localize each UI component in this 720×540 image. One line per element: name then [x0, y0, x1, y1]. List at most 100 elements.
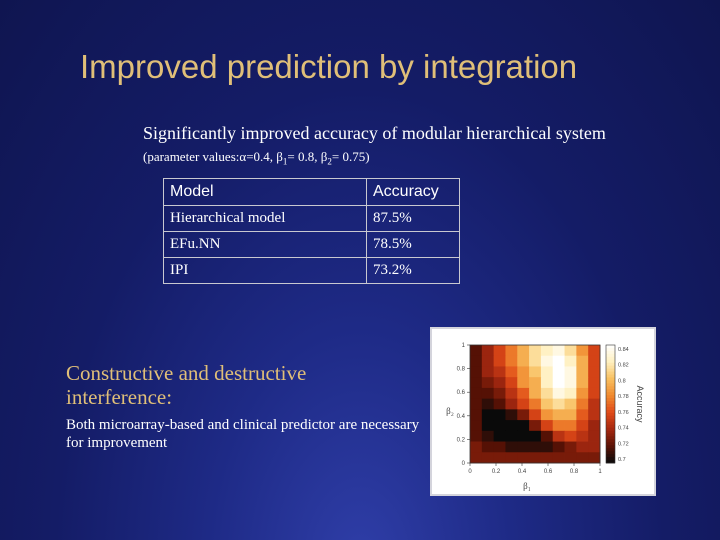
header-model: Model [163, 178, 367, 206]
heatmap-cell [552, 355, 565, 367]
heatmap-cell [529, 441, 542, 453]
heatmap-cell [588, 420, 601, 432]
heatmap-cell [552, 420, 565, 432]
heatmap-cell [564, 387, 577, 400]
heatmap-cell [576, 387, 589, 400]
colorbar-segment [606, 427, 615, 431]
heatmap-cell [481, 355, 495, 367]
heatmap-cell [540, 377, 554, 389]
heatmap-cell [493, 420, 506, 432]
table-row: IPI 73.2% [163, 257, 460, 284]
heatmap-cell [588, 355, 601, 367]
colorbar-segment [606, 398, 615, 402]
heatmap-cell [564, 355, 577, 367]
heatmap-cell [564, 377, 577, 389]
heatmap-cell [505, 452, 518, 464]
heatmap-cell [552, 366, 565, 378]
heatmap-cell [564, 345, 577, 357]
x-tick-label: 0.2 [492, 469, 501, 475]
x-tick-label: 0.4 [518, 469, 527, 475]
heatmap-cell [529, 430, 542, 442]
colorbar-frame [605, 344, 616, 464]
heatmap-cell [552, 387, 565, 400]
heatmap-cell [481, 430, 495, 442]
heatmap-cell [481, 398, 495, 410]
table-row: EFu.NN 78.5% [163, 231, 460, 258]
heatmap-cell [540, 409, 554, 421]
colorbar-tick-label: 0.76 [618, 410, 629, 416]
model-cell: EFu.NN [163, 231, 367, 258]
heatmap-cell [493, 355, 506, 367]
colorbar-segment [606, 392, 615, 396]
heatmap-cell [505, 355, 518, 367]
heatmap-cell [505, 420, 518, 432]
heatmap-cell [517, 345, 530, 357]
colorbar-segment [606, 377, 615, 381]
heatmap-cell [529, 398, 542, 410]
heatmap-cell [540, 420, 554, 432]
heatmap-cell [576, 345, 589, 357]
heatmap-cell [470, 430, 483, 442]
heatmap-cell [576, 441, 589, 453]
heatmap-cell [588, 398, 601, 410]
colorbar-segment [606, 418, 615, 423]
heatmap-cell [540, 398, 554, 410]
colorbar-tick-label: 0.82 [618, 363, 629, 369]
heatmap-cell [552, 409, 565, 421]
x-tick-label: 0.8 [570, 469, 579, 475]
heatmap-cell [540, 452, 554, 464]
heatmap-cell [588, 345, 601, 357]
heatmap-cell [529, 387, 542, 400]
colorbar-segment [606, 445, 615, 449]
heatmap-cell [517, 377, 530, 389]
colorbar-tick-label: 0.74 [618, 426, 629, 432]
heatmap-cell [470, 452, 483, 464]
heatmap-cell [576, 355, 589, 367]
colorbar-segment [606, 448, 615, 452]
heatmap-cell [481, 452, 495, 464]
heatmap-cell [517, 420, 530, 432]
heatmap-cell [481, 409, 495, 421]
heatmap-cell [481, 366, 495, 378]
heatmap-cell [576, 377, 589, 389]
interference-description: Both microarray-based and clinical predi… [66, 417, 420, 451]
heatmap-cell [493, 441, 506, 453]
colorbar-segment [606, 415, 615, 420]
heatmap-cell [552, 398, 565, 410]
colorbar-tick-label: 0.72 [618, 441, 629, 447]
colorbar-segment [606, 424, 615, 428]
heatmap-cell [588, 452, 601, 464]
slide-title: Improved prediction by integration [80, 48, 578, 85]
heatmap-cell [481, 441, 495, 453]
accuracy-cell: 87.5% [366, 205, 460, 232]
colorbar-segment [606, 380, 615, 384]
colorbar-segment [606, 460, 615, 464]
heatmap-cell [493, 430, 506, 442]
accuracy-cell: 78.5% [366, 231, 460, 258]
heatmap-cell [529, 377, 542, 389]
heatmap-cell [481, 420, 495, 432]
heatmap-cell [540, 345, 554, 357]
heatmap-cell [481, 345, 495, 357]
colorbar-segment [606, 421, 615, 426]
heatmap-cell [517, 398, 530, 410]
heatmap-cell [470, 355, 483, 367]
colorbar-tick-label: 0.78 [618, 394, 629, 400]
heatmap-cell [470, 409, 483, 421]
colorbar-segment [606, 442, 615, 446]
heatmap-cell [505, 366, 518, 378]
heatmap-cell [505, 398, 518, 410]
heatmap-cell [517, 387, 530, 400]
heatmap-cell [576, 452, 589, 464]
heatmap-cell [481, 377, 495, 389]
colorbar-segment [606, 359, 615, 364]
y-tick-label: 0.8 [457, 367, 466, 373]
x-axis-label: β₁ [523, 481, 531, 491]
heatmap-cell [576, 398, 589, 410]
heatmap-cell [529, 409, 542, 421]
colorbar-tick-label: 0.7 [618, 457, 626, 463]
heatmap-cell [588, 430, 601, 442]
model-cell: IPI [163, 257, 367, 284]
table-row: Hierarchical model 87.5% [163, 205, 460, 232]
colorbar-segment [606, 362, 615, 367]
